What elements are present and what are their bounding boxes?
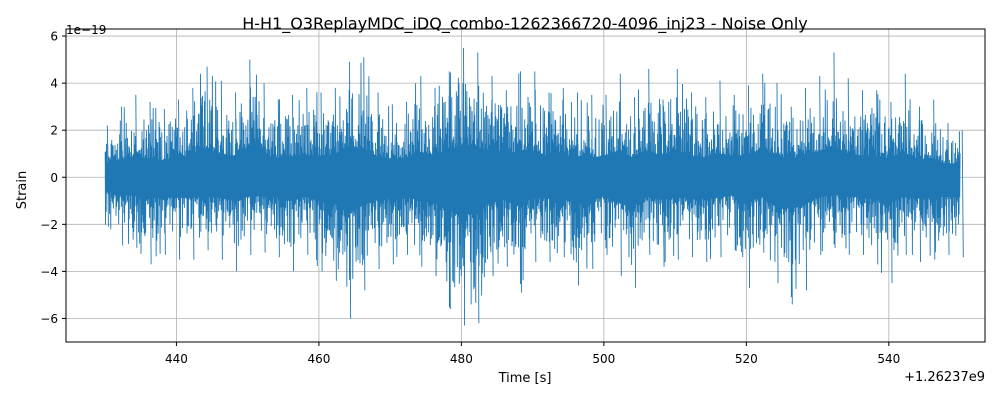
x-axis-label: Time [s] [498,371,552,386]
x-axis: 440 460 480 500 520 540 [165,342,900,366]
y-tick-label: 2 [50,124,58,138]
x-offset-label: +1.26237e9 [904,370,985,385]
strain-series-line [104,47,964,326]
plot-area [104,47,964,326]
x-tick-label: 520 [735,352,758,366]
x-tick-label: 500 [592,352,615,366]
x-tick-label: 540 [877,352,900,366]
y-axis: −6 −4 −2 0 2 4 6 [40,30,66,326]
chart-title: H-H1_O3ReplayMDC_iDQ_combo-1262366720-40… [242,14,808,34]
y-tick-label: −2 [40,218,58,232]
x-tick-label: 460 [307,352,330,366]
y-scale-label: 1e−19 [66,23,106,37]
x-tick-label: 480 [450,352,473,366]
y-tick-label: 6 [50,30,58,44]
y-tick-label: 4 [50,77,58,91]
y-tick-label: −4 [40,265,58,279]
x-tick-label: 440 [165,352,188,366]
axes-frame [65,28,986,343]
y-axis-label: Strain [15,171,30,210]
y-tick-label: 0 [50,171,58,185]
y-tick-label: −6 [40,312,58,326]
